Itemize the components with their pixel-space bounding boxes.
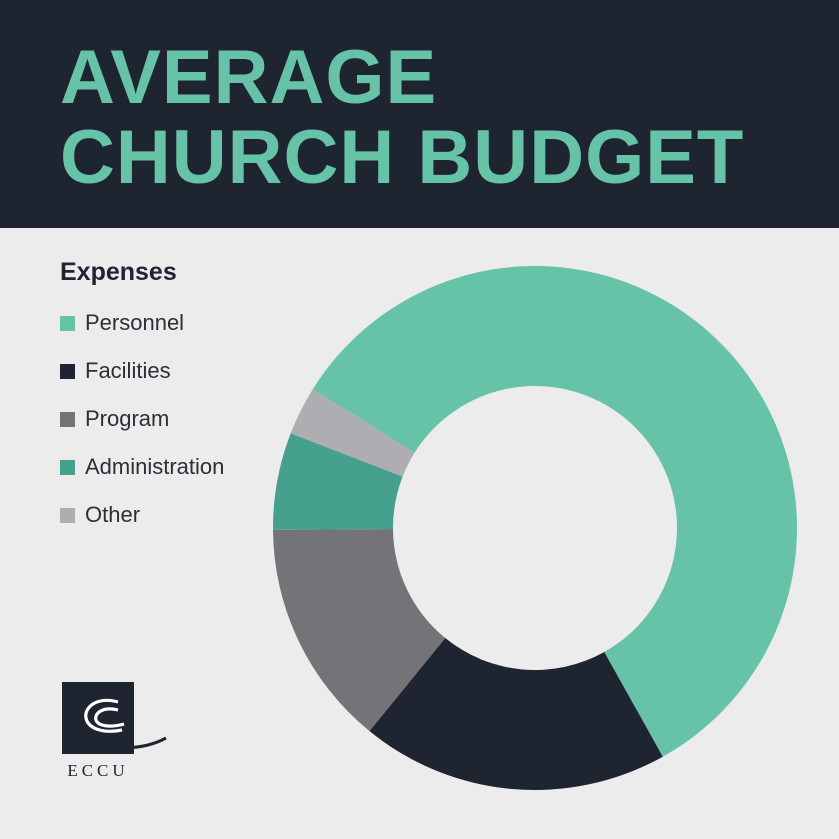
legend-item-administration: Administration — [60, 443, 224, 491]
legend-label: Other — [85, 502, 141, 527]
legend-swatch — [60, 411, 75, 427]
legend-swatch — [60, 507, 75, 523]
legend-item-facilities: Facilities — [60, 347, 224, 395]
legend-item-other: Other — [60, 491, 224, 539]
legend-swatch — [60, 459, 75, 475]
logo-arc — [85, 736, 167, 750]
legend-item-personnel: Personnel — [60, 299, 224, 347]
donut-slice-other — [290, 389, 415, 477]
legend-title: Expenses — [60, 258, 177, 286]
logo-swoosh-icon — [84, 698, 125, 733]
legend-label: Personnel — [85, 310, 185, 335]
legend-label: Program — [85, 406, 170, 431]
donut-slice-facilities — [369, 638, 663, 790]
eccu-logo: ECCU — [62, 682, 167, 780]
legend-items: Personnel Facilities Program Administration… — [60, 299, 224, 539]
donut-slice-personnel — [312, 265, 798, 757]
donut-slice-administration — [273, 433, 403, 530]
legend-swatch — [60, 363, 75, 379]
legend: Expenses Personnel Facilities Program Admin… — [60, 258, 224, 539]
logo-text: ECCU — [67, 761, 128, 780]
page-title-line2: CHURCH BUDGET — [60, 115, 745, 200]
header-banner: AVERAGE CHURCH BUDGET — [0, 0, 839, 228]
legend-label: Facilities — [85, 358, 171, 383]
legend-item-program: Program — [60, 395, 224, 443]
donut-slice-program — [273, 528, 446, 732]
legend-label: Administration — [85, 454, 225, 479]
page-title-line1: AVERAGE — [60, 35, 438, 120]
legend-swatch — [60, 315, 75, 331]
